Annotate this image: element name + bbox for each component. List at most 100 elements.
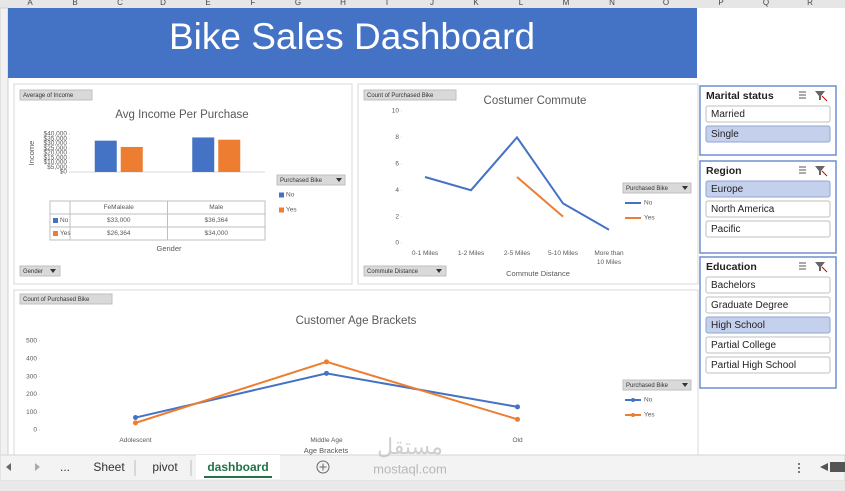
x-axis-title: Commute Distance: [506, 269, 570, 278]
legend-label: No: [644, 200, 653, 207]
slicer-item[interactable]: [705, 356, 831, 374]
tab-scroll-left[interactable]: [6, 463, 11, 471]
slicer-item[interactable]: [705, 105, 831, 123]
dropdown-arrow[interactable]: [682, 186, 688, 190]
y-tick-label: 0: [33, 427, 37, 434]
dropdown-arrow[interactable]: [436, 269, 442, 273]
active-tab[interactable]: [196, 455, 280, 479]
y-tick-label: $20,000: [44, 150, 68, 157]
watermark-latin: mostaql.com: [373, 461, 447, 476]
multi-select-button[interactable]: [799, 262, 806, 270]
field-button[interactable]: [622, 182, 692, 194]
y-tick-label: $30,000: [44, 140, 68, 147]
slicer-item[interactable]: [705, 200, 831, 218]
clear-filter-button[interactable]: [815, 262, 828, 273]
multi-select-button[interactable]: [799, 91, 806, 99]
dropdown-arrow[interactable]: [682, 383, 688, 387]
slicer-item-label: Partial High School: [711, 360, 796, 371]
y-tick-label: $35,000: [44, 135, 68, 142]
bar: [94, 140, 117, 172]
x-tick-label: Middle Age: [310, 437, 343, 444]
scroll-thumb[interactable]: [830, 462, 845, 472]
x-tick-label-box: Middle Age: [310, 437, 343, 444]
add-sheet-button[interactable]: [316, 460, 330, 474]
icon-funnel: [815, 166, 825, 175]
clear-filter-button[interactable]: [815, 166, 828, 177]
sheet-tab[interactable]: dashboard: [207, 460, 268, 474]
sheet-tab[interactable]: ...: [60, 460, 70, 474]
icon-x: [821, 170, 828, 177]
field-button-label: Purchased Bike: [626, 186, 669, 192]
field-button[interactable]: [276, 174, 346, 186]
slicer-item-label: Single: [711, 129, 739, 140]
status-bar: [0, 481, 845, 491]
slicer-item[interactable]: [705, 180, 831, 198]
dropdown-arrow[interactable]: [50, 269, 56, 273]
icon-x: [821, 95, 828, 102]
column-header: E: [205, 0, 210, 7]
field-button-label: Purchased Bike: [280, 178, 323, 184]
slicer-item[interactable]: [705, 276, 831, 294]
x-tick-label-box: 5-10 Miles: [548, 250, 578, 257]
x-tick-label-box: More than 10 Miles: [594, 250, 623, 266]
y-tick-label: 4: [395, 187, 399, 194]
x-tick-label: 0-1 Miles: [411, 250, 439, 257]
slicer-item[interactable]: [705, 316, 831, 334]
legend-marker: [631, 413, 635, 417]
sheet-tab[interactable]: Sheet: [93, 460, 125, 474]
column-header: J: [430, 0, 434, 7]
legend-key: [279, 192, 284, 198]
column-header: A: [27, 0, 33, 7]
y-tick-label: 2: [395, 213, 399, 220]
field-button-label: Count of Purchased Bike: [367, 93, 434, 99]
dashboard-title: Bike Sales Dashboard: [169, 16, 535, 57]
line-marker: [324, 359, 329, 365]
slicer-item[interactable]: [705, 336, 831, 354]
table-series-name: Yes: [60, 230, 71, 237]
y-tick-label: $0: [60, 169, 68, 176]
y-tick-label: $15,000: [44, 154, 68, 161]
clear-filter-button[interactable]: [815, 91, 828, 102]
table-legend-key: [53, 218, 58, 223]
line-marker: [324, 370, 329, 376]
sheet-tab[interactable]: pivot: [152, 460, 178, 474]
field-button-label: Purchased Bike: [626, 383, 669, 389]
icon-x: [821, 266, 828, 273]
column-header: F: [251, 0, 256, 7]
column-header: C: [117, 0, 123, 7]
field-button[interactable]: [622, 379, 692, 391]
slicer-item[interactable]: [705, 125, 831, 143]
x-tick-label: FeMaleale: [104, 204, 135, 211]
slicer-item[interactable]: [705, 296, 831, 314]
field-button[interactable]: [363, 89, 457, 101]
x-tick-label-box: Old: [512, 437, 522, 444]
field-button[interactable]: [19, 89, 93, 101]
line-marker: [133, 415, 138, 421]
tab-scroll-right[interactable]: [35, 463, 40, 471]
field-button[interactable]: [363, 265, 447, 277]
scroll-left[interactable]: [820, 463, 828, 471]
slicer-item-label: Partial College: [711, 340, 776, 351]
x-tick-label: Adolescent: [119, 437, 152, 444]
field-button[interactable]: [19, 265, 61, 277]
field-button[interactable]: [19, 293, 113, 305]
column-header: B: [72, 0, 77, 7]
column-header: P: [718, 0, 723, 7]
data-table-value: $36,364: [205, 217, 229, 224]
chart: Costumer Commute Count of Purchased Bike C…: [357, 83, 699, 285]
dropdown-arrow[interactable]: [336, 178, 342, 182]
legend-label: No: [286, 192, 295, 199]
slicer-item-label: Pacific: [711, 224, 740, 235]
line-marker: [515, 404, 520, 410]
multi-select-button[interactable]: [799, 166, 806, 174]
x-axis-title: Gender: [156, 244, 182, 253]
icon-funnel: [815, 91, 825, 100]
column-header: K: [473, 0, 479, 7]
y-tick-label: 100: [26, 409, 37, 416]
x-tick-label: 2-5 Miles: [503, 250, 531, 257]
x-tick-label: Male: [209, 204, 223, 211]
slicer-item[interactable]: [705, 220, 831, 238]
more-options[interactable]: [798, 463, 800, 473]
table-legend-key: [53, 231, 58, 236]
x-tick-label: 1-2 Miles: [457, 250, 485, 257]
